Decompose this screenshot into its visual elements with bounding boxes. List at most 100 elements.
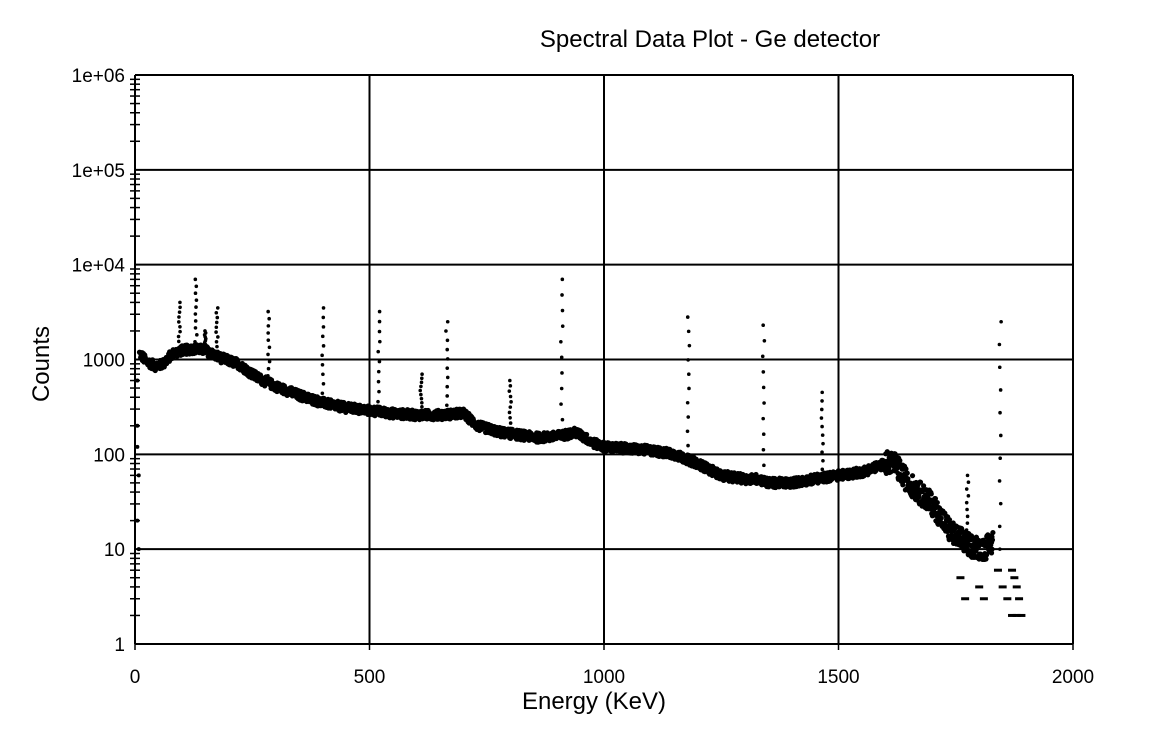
peak-point — [761, 432, 766, 437]
peak-point — [965, 535, 970, 539]
peak-point — [560, 371, 564, 375]
peak-point — [686, 415, 691, 419]
peak-point — [321, 400, 325, 405]
peak-point — [965, 514, 970, 519]
peak-point — [820, 424, 824, 429]
peak-point — [761, 370, 766, 374]
peak-point — [821, 458, 825, 463]
peak-point — [820, 433, 825, 437]
y-tick-label: 1e+06 — [72, 66, 125, 87]
peak-point — [445, 319, 450, 324]
continuum-point — [584, 431, 590, 438]
tail-point — [993, 568, 1002, 572]
continuum-point — [920, 483, 927, 489]
edge-point — [136, 473, 141, 478]
peak-point — [321, 344, 326, 348]
peak-point — [377, 319, 382, 324]
peak-point — [998, 388, 1003, 392]
peak-point — [820, 467, 825, 472]
continuum-point — [934, 499, 940, 506]
peak-point — [194, 284, 199, 289]
peak-point — [266, 352, 270, 357]
continuum-point — [928, 491, 934, 497]
peak-point — [507, 431, 512, 436]
edge-point — [135, 423, 140, 428]
peak-point — [560, 293, 564, 297]
peak-point — [216, 349, 220, 354]
peak-point — [966, 480, 971, 484]
peak-point — [445, 338, 450, 343]
peak-point — [762, 401, 766, 405]
peak-point — [686, 458, 690, 462]
peak-point — [376, 369, 381, 374]
peak-point — [444, 329, 448, 333]
y-tick-label: 10 — [104, 540, 125, 561]
peak-point — [377, 309, 382, 314]
peak-point — [508, 394, 513, 399]
peak-point — [687, 386, 691, 391]
continuum-point — [932, 496, 939, 502]
peak-point — [267, 316, 271, 321]
peak-point — [819, 407, 824, 412]
tail-point — [970, 556, 979, 560]
peak-point — [761, 385, 766, 390]
peak-point — [687, 343, 692, 348]
peak-point — [508, 384, 513, 388]
peak-point — [999, 319, 1003, 324]
peak-point — [508, 405, 513, 409]
peak-point — [420, 400, 424, 405]
tail-point — [1010, 576, 1019, 580]
data-points — [135, 277, 1026, 617]
peak-point — [418, 413, 423, 417]
peak-point — [194, 298, 199, 302]
continuum-point — [990, 529, 996, 536]
peak-point — [193, 319, 198, 323]
peak-point — [214, 325, 219, 330]
continuum-point — [905, 476, 911, 482]
continuum-point — [946, 517, 953, 523]
y-tick-label: 1 — [114, 635, 125, 656]
peak-point — [178, 324, 182, 329]
peak-point — [377, 329, 382, 334]
peak-point — [376, 399, 380, 404]
peak-point — [964, 500, 969, 505]
peak-point — [178, 300, 182, 305]
peak-point — [177, 349, 182, 353]
y-tick-label: 1000 — [83, 351, 125, 372]
peak-point — [214, 330, 218, 334]
tail-point — [1003, 597, 1012, 601]
x-axis: 0 500 1000 1500 2000 — [130, 638, 1094, 688]
peak-point — [559, 339, 563, 344]
peak-point — [266, 331, 270, 335]
peak-point — [376, 379, 381, 384]
peak-point — [965, 507, 969, 512]
peak-point — [320, 334, 325, 339]
peak-point — [820, 450, 824, 455]
peak-point — [445, 403, 449, 408]
peak-point — [508, 421, 513, 425]
peak-point — [267, 359, 272, 364]
peak-point — [762, 463, 766, 468]
tail-point — [961, 597, 970, 601]
peak-point — [216, 354, 220, 359]
continuum-point — [909, 473, 916, 479]
x-axis-label: Energy (KeV) — [521, 688, 667, 715]
peak-point — [686, 329, 691, 334]
peak-point — [998, 433, 1003, 438]
peak-point — [964, 528, 969, 532]
continuum-point — [897, 457, 903, 464]
continuum-point — [989, 546, 995, 552]
peak-point — [560, 324, 565, 328]
peak-point — [445, 375, 450, 380]
peak-point — [997, 479, 1002, 483]
peak-point — [321, 325, 326, 329]
peak-point — [376, 409, 380, 414]
peak-point — [193, 339, 197, 344]
peak-point — [178, 344, 183, 349]
peak-point — [965, 521, 970, 525]
edge-point — [135, 444, 140, 449]
peak-point — [193, 346, 198, 351]
peak-point — [177, 315, 181, 319]
peak-point — [418, 388, 423, 393]
